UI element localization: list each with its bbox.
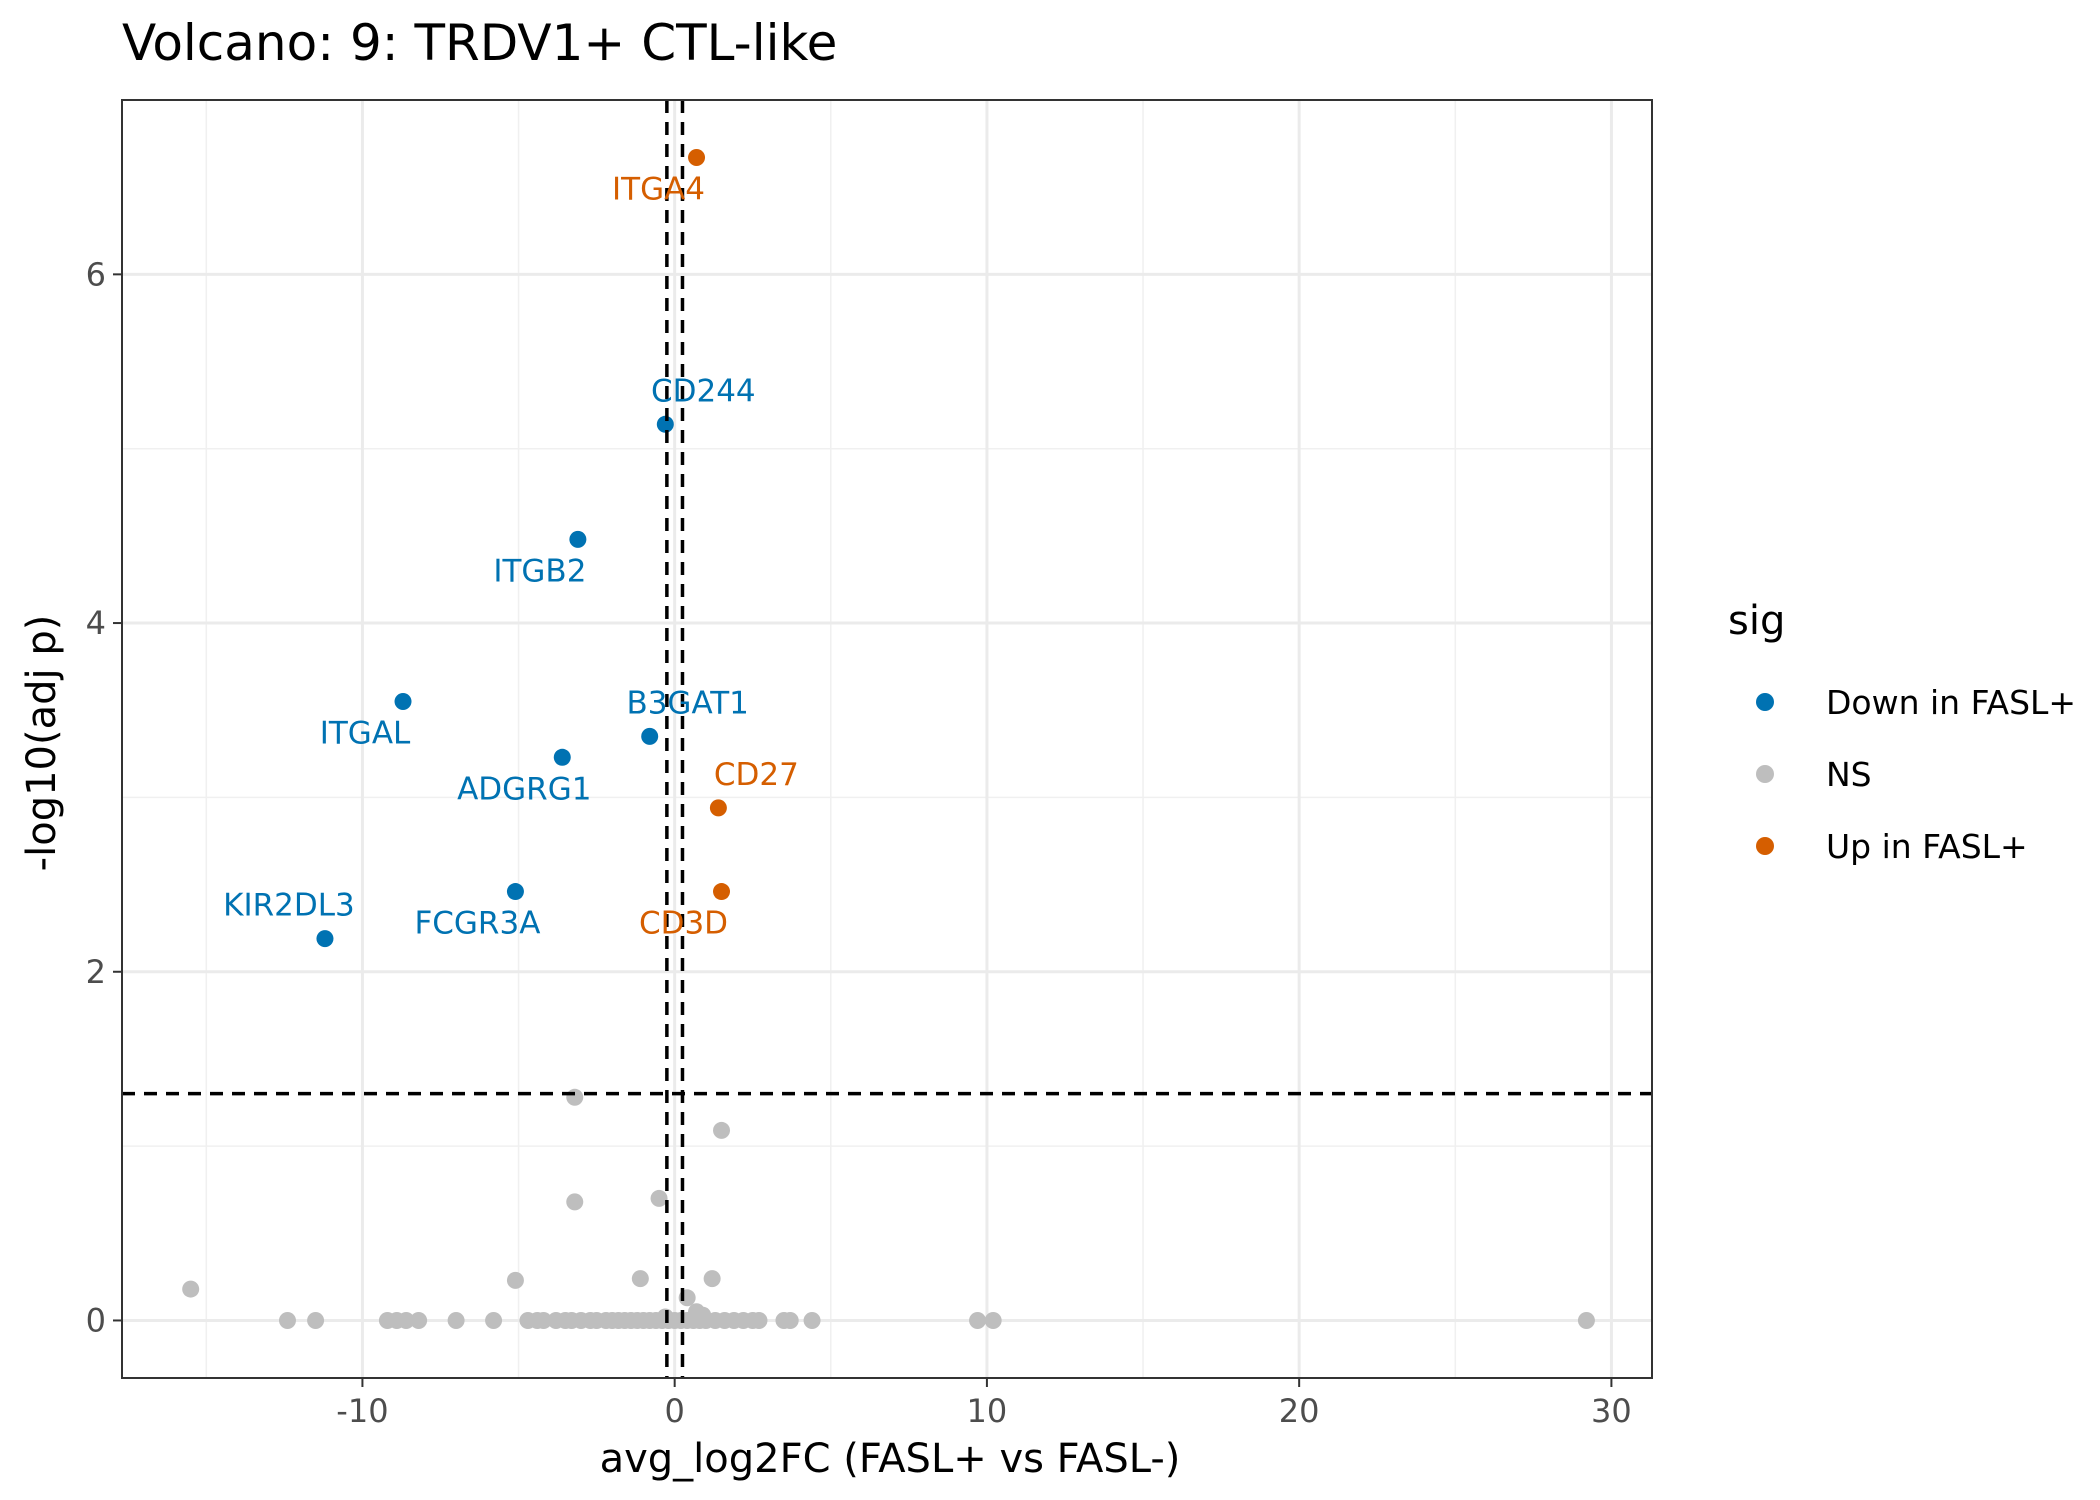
data-point	[569, 530, 587, 548]
x-tick-label: 30	[1591, 1392, 1632, 1430]
x-tick-label: -10	[336, 1392, 388, 1430]
data-point	[656, 415, 674, 433]
data-point	[485, 1311, 503, 1329]
legend: sig Down in FASL+ NS Up in FASL+	[1728, 598, 2076, 866]
data-point	[410, 1311, 428, 1329]
data-point	[713, 883, 731, 901]
gene-label: KIR2DL3	[223, 888, 355, 924]
data-point	[506, 883, 524, 901]
y-tick-label: 6	[86, 255, 106, 293]
legend-key	[1756, 837, 1774, 855]
data-point	[566, 1088, 584, 1106]
legend-key	[1756, 693, 1774, 711]
data-point	[984, 1311, 1002, 1329]
legend-key	[1756, 765, 1774, 783]
gene-label: CD27	[714, 757, 799, 793]
data-point	[803, 1311, 821, 1329]
data-point	[316, 930, 334, 948]
gene-label: B3GAT1	[626, 685, 748, 721]
x-axis: -10 0 10 20 30	[336, 1378, 1632, 1430]
plot-panel: CD244 ITGB2 ITGAL B3GAT1 ADGRG1 FCGR3A KIR2DL3…	[121, 99, 1653, 1379]
y-tick-label: 4	[86, 604, 106, 642]
x-axis-title: avg_log2FC (FASL+ vs FASL-)	[600, 1436, 1181, 1482]
x-tick-label: 0	[664, 1392, 684, 1430]
data-point	[535, 1311, 553, 1329]
data-point	[1577, 1311, 1595, 1329]
gene-label: ITGB2	[493, 553, 586, 589]
data-point	[703, 1270, 721, 1288]
legend-title: sig	[1728, 598, 1785, 644]
panel-background	[122, 100, 1652, 1378]
data-point	[447, 1311, 465, 1329]
data-point	[278, 1311, 296, 1329]
y-axis: 0 2 4 6	[86, 255, 122, 1339]
panel-border	[121, 99, 1653, 1379]
x-tick-label: 10	[967, 1392, 1008, 1430]
gene-label: ADGRG1	[457, 771, 591, 807]
gene-label: ITGAL	[320, 716, 411, 752]
y-axis-title: -log10(adj p)	[19, 615, 65, 872]
chart-title: Volcano: 9: TRDV1+ CTL-like	[122, 14, 837, 72]
gene-label: CD244	[651, 373, 756, 409]
gene-label: FCGR3A	[414, 906, 540, 942]
data-point	[397, 1311, 415, 1329]
data-point	[641, 727, 659, 745]
legend-label: Up in FASL+	[1826, 827, 2028, 866]
data-point	[631, 1270, 649, 1288]
data-point	[394, 693, 412, 711]
data-point	[713, 1121, 731, 1139]
legend-label: Down in FASL+	[1826, 683, 2076, 722]
data-point	[566, 1193, 584, 1211]
legend-label: NS	[1826, 755, 1872, 794]
y-tick-label: 2	[86, 953, 106, 991]
data-point	[709, 799, 727, 817]
data-point	[307, 1311, 325, 1329]
y-tick-label: 0	[86, 1301, 106, 1339]
data-point	[553, 748, 571, 766]
gene-label: CD3D	[639, 906, 728, 942]
data-point	[688, 149, 706, 167]
data-point	[650, 1189, 668, 1207]
data-point	[182, 1280, 200, 1298]
data-point	[781, 1311, 799, 1329]
data-point	[750, 1311, 768, 1329]
gene-label: ITGA4	[612, 172, 705, 208]
data-point	[969, 1311, 987, 1329]
x-tick-label: 20	[1279, 1392, 1320, 1430]
data-point	[506, 1271, 524, 1289]
